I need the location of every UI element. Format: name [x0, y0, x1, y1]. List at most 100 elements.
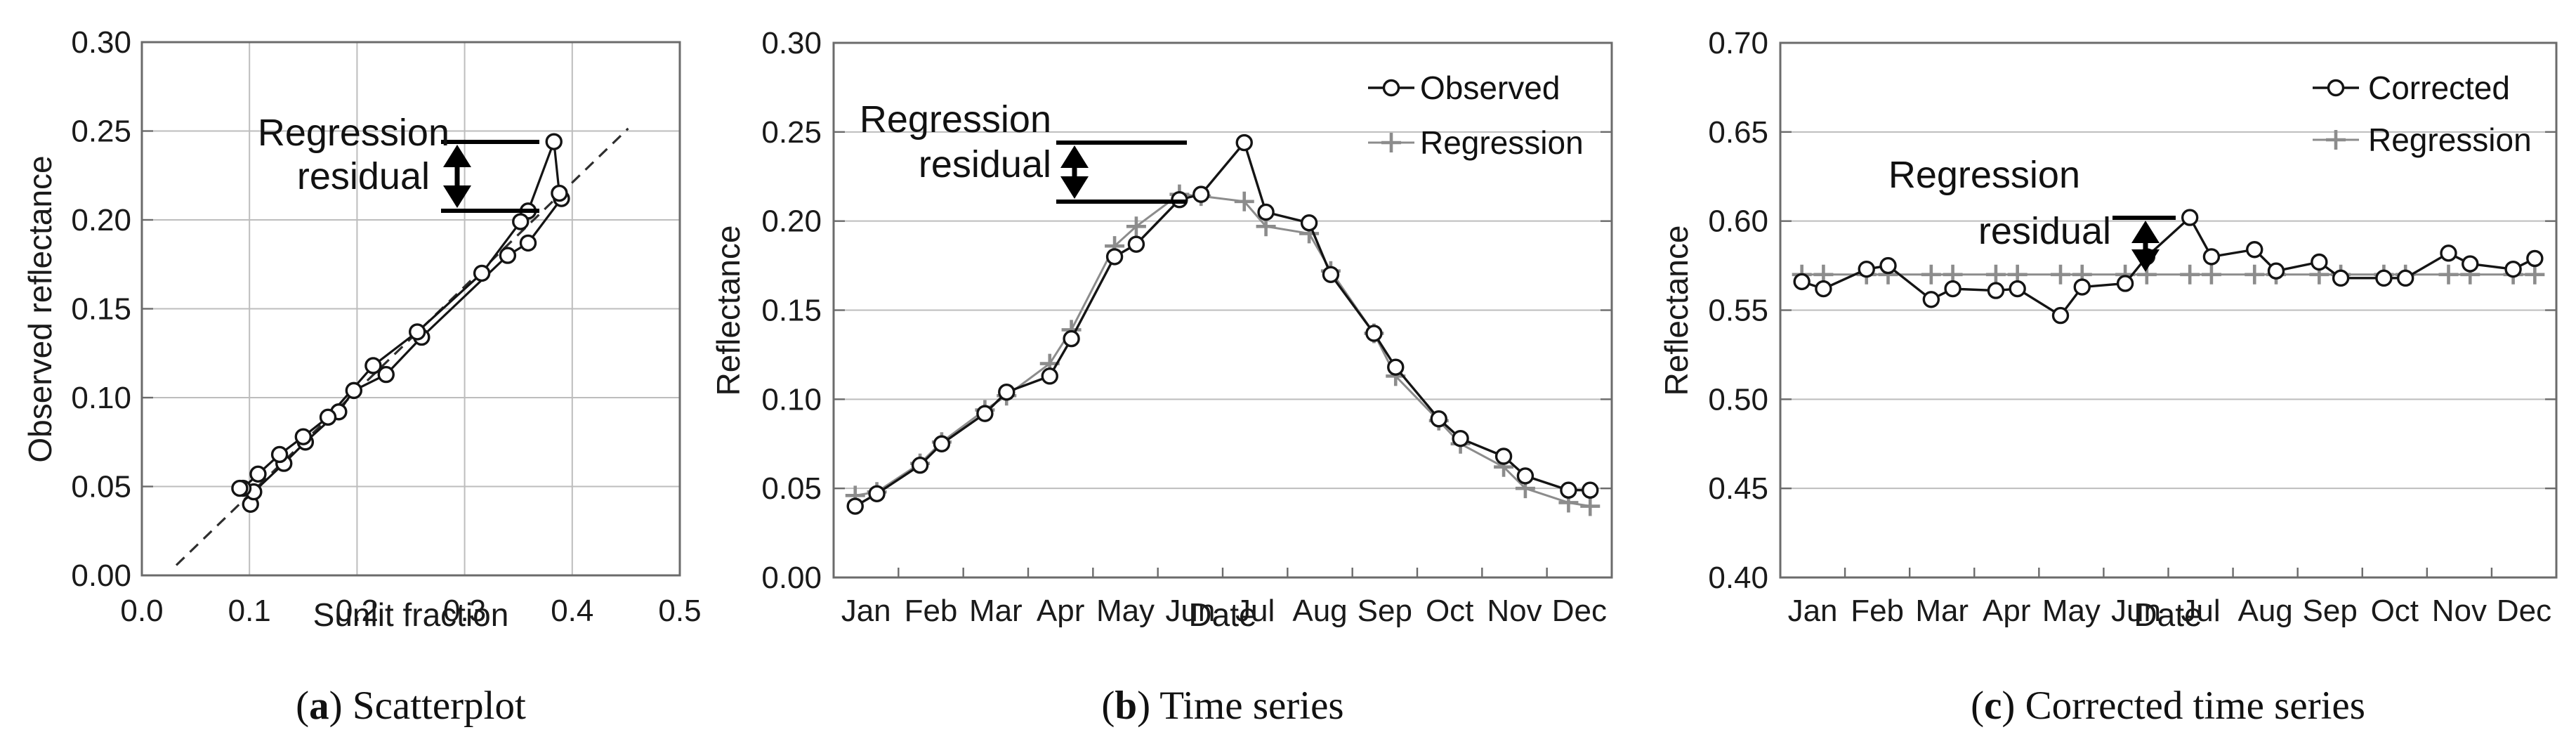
residual-bracket-bar [2112, 216, 2176, 220]
data-point-circle [2181, 209, 2199, 226]
annotation-residual-b: residual [918, 143, 1051, 185]
data-point-circle [1944, 280, 1961, 298]
month-label: Aug [2237, 594, 2292, 628]
data-point-circle [364, 357, 382, 374]
data-point-circle [1879, 256, 1897, 275]
data-point-circle [933, 435, 951, 452]
data-point-plus-markers [845, 184, 1601, 516]
y-tick-label: 0.60 [1708, 204, 1768, 239]
month-label: Sep [2303, 594, 2358, 628]
data-point-circle [2504, 260, 2522, 278]
data-point-circle [499, 247, 517, 264]
y-tick-label: 0.20 [761, 204, 822, 239]
legend-label-regression-b: Regression [1420, 124, 1584, 161]
x-tick-label: 0.2 [336, 594, 379, 628]
month-label: Oct [1426, 594, 1473, 628]
month-label: Nov [1487, 594, 1542, 628]
month-label: Apr [1983, 594, 2030, 628]
month-label: Sep [1358, 594, 1412, 628]
data-point-circle [2440, 244, 2457, 262]
data-point-circle [1494, 448, 1513, 465]
y-axis-title-time-series: Reflectance [710, 225, 747, 396]
data-point-circle [2332, 269, 2350, 287]
data-point-circle [998, 383, 1016, 401]
legend-label-observed: Observed [1420, 70, 1560, 106]
data-point-circle [2202, 248, 2221, 266]
data-point-circle [1382, 79, 1400, 97]
residual-bracket-bar [1056, 141, 1187, 145]
month-label: Oct [2371, 594, 2419, 628]
month-label: Aug [1292, 594, 1347, 628]
y-tick-label: 0.15 [71, 292, 131, 327]
y-tick-label: 0.15 [761, 294, 822, 328]
data-point-circle [1105, 248, 1124, 266]
caption-scatterplot: (a) Scatterplot [296, 684, 526, 728]
residual-arrow-head-down [443, 185, 471, 208]
x-tick-label: 0.5 [658, 594, 701, 628]
data-point-circle [2051, 306, 2070, 325]
y-tick-label: 0.00 [761, 561, 822, 595]
observed-series-line [854, 141, 1591, 508]
month-label: Feb [1851, 594, 1904, 628]
month-label: Nov [2432, 594, 2487, 628]
y-axis-title-corrected: Reflectance [1658, 225, 1695, 396]
month-label: Dec [2497, 594, 2551, 628]
data-point-plus-markers [1381, 133, 1401, 152]
data-point-circle [1793, 273, 1811, 291]
residual-bracket-bar [441, 140, 539, 144]
month-label: Mar [1915, 594, 1969, 628]
data-point-circle [1322, 266, 1340, 283]
data-point-circle [377, 365, 395, 384]
data-point-circle [270, 445, 289, 464]
x-tick-label: 0.3 [443, 594, 486, 628]
month-label: Mar [969, 594, 1023, 628]
x-axis-title-time-series: Date [1188, 596, 1257, 633]
annotation-residual-c: residual [1978, 210, 2111, 252]
data-point-circle [545, 133, 563, 150]
data-point-circle [2246, 241, 2263, 259]
data-point-circle [512, 213, 530, 230]
data-point-circle [2073, 278, 2091, 296]
y-tick-label: 0.65 [1708, 115, 1768, 150]
residual-arrow-head-up [1060, 145, 1089, 168]
annotation-residual-a: residual [296, 155, 430, 197]
legend-label-corrected: Corrected [2368, 70, 2510, 106]
y-tick-label: 0.10 [71, 381, 131, 415]
month-label: Jul [1235, 594, 1275, 628]
data-point-plus-markers [2326, 130, 2346, 150]
y-axis-title-scatterplot: Observed reflectance [22, 155, 58, 463]
x-tick-label: 0.0 [120, 594, 163, 628]
y-tick-label: 0.55 [1708, 294, 1768, 328]
data-point-circle [551, 184, 568, 202]
regression-series-line [855, 193, 1591, 508]
residual-arrow-head-up [443, 145, 471, 167]
data-point-circle [2327, 79, 2345, 97]
y-tick-label: 0.25 [761, 115, 822, 150]
data-point-circle [1560, 481, 1577, 499]
residual-arrow-head-down [2131, 249, 2160, 272]
data-point-circle [294, 428, 312, 445]
caption-corrected: (c) Corrected time series [1971, 684, 2365, 728]
data-point-circle [2462, 255, 2479, 273]
residual-bracket-bar [1056, 200, 1187, 204]
data-point-circle [1430, 410, 1447, 428]
data-point-circle [1192, 185, 1210, 203]
month-label: May [2042, 594, 2101, 628]
data-point-circle [2267, 262, 2285, 280]
y-tick-label: 0.10 [761, 382, 822, 417]
y-tick-label: 0.50 [1708, 382, 1768, 417]
month-label: May [1096, 594, 1155, 628]
data-point-circle [473, 264, 491, 282]
month-label: Apr [1037, 594, 1084, 628]
data-point-circle [1365, 325, 1383, 342]
y-tick-label: 0.40 [1708, 561, 1768, 595]
residual-arrow-head-down [1060, 176, 1089, 199]
data-point-circle [1063, 329, 1080, 348]
annotation-regression-a: Regression [257, 112, 449, 154]
annotation-regression-b: Regression [859, 98, 1051, 141]
data-point-circle [408, 323, 426, 341]
caption-time-series: (b) Time series [1101, 684, 1344, 728]
y-tick-label: 0.05 [761, 471, 822, 506]
data-point-circle [1516, 467, 1535, 485]
